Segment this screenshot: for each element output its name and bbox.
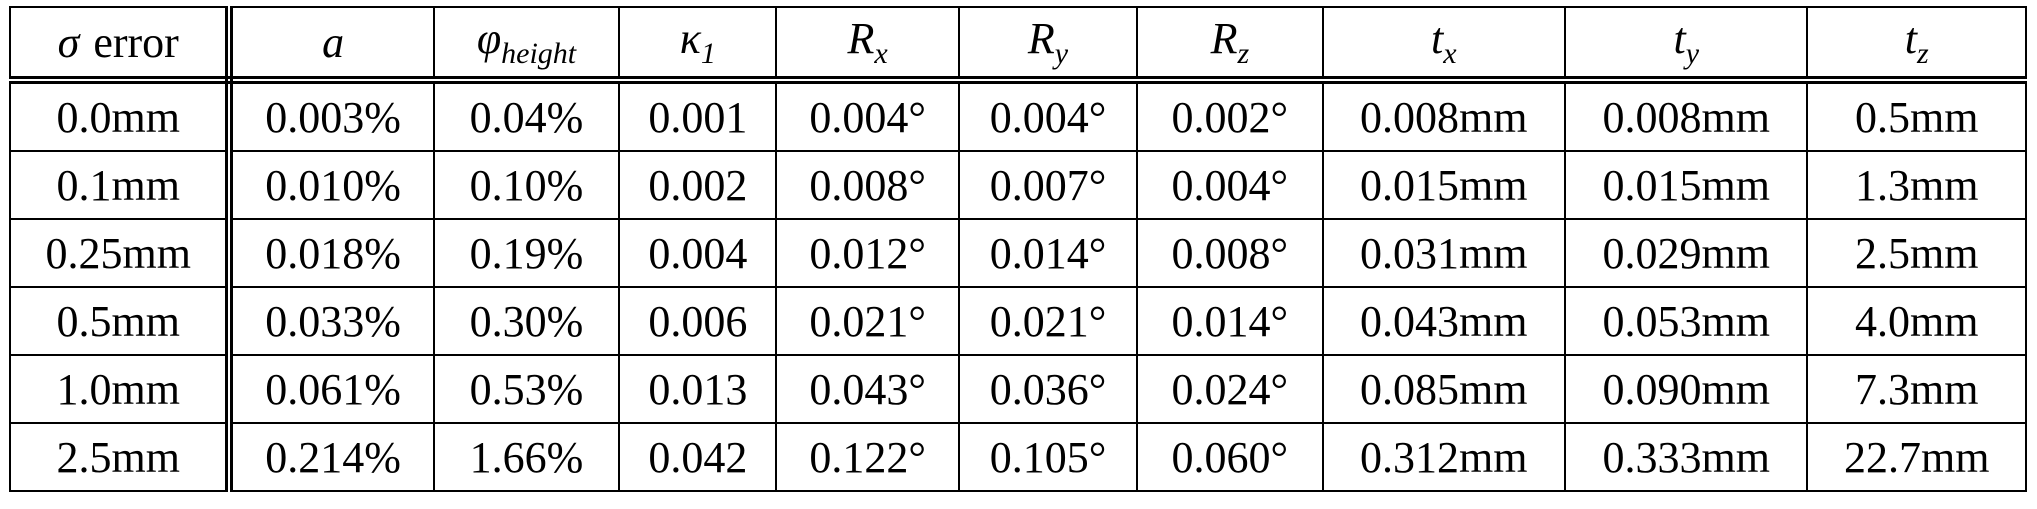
table-cell: 0.312mm (1321, 422, 1567, 492)
table-cell: 0.043mm (1321, 286, 1567, 356)
header-cell: a (228, 6, 435, 84)
table-cell: 22.7mm (1806, 422, 2027, 492)
table-cell: 0.014° (1136, 286, 1324, 356)
table-cell: 2.5mm (8, 422, 234, 492)
table-cell: 0.30% (432, 286, 621, 356)
table-cell: 0.10% (432, 150, 621, 220)
header-cell: Rz (1136, 6, 1324, 84)
header-subscript: z (1237, 37, 1250, 70)
header-subscript: y (1685, 37, 1700, 70)
table-cell: 0.014° (957, 218, 1139, 288)
results-table: σ error a φheight κ1 Rx Ry Rz tx ty tz 0.0mm 0.003%… (8, 6, 2027, 492)
table-cell: 0.004° (957, 79, 1139, 152)
table-cell: 0.007° (957, 150, 1139, 220)
table-row: 1.0mm 0.061% 0.53% 0.013 0.043° 0.036° 0.024° 0… (8, 354, 2027, 424)
table-cell: 1.0mm (8, 354, 234, 424)
table-cell: 0.085mm (1321, 354, 1567, 424)
header-symbol: κ (679, 14, 701, 63)
header-symbol: σ (57, 17, 80, 67)
header-subscript: z (1917, 37, 1929, 70)
header-cell: φheight (432, 6, 621, 84)
table-cell: 0.018% (228, 218, 435, 288)
table-cell: 0.021° (775, 286, 960, 356)
table-cell: 0.013 (618, 354, 778, 424)
table-cell: 0.002 (618, 150, 778, 220)
table-cell: 0.122° (775, 422, 960, 492)
header-symbol: R (1027, 14, 1055, 63)
table-cell: 0.015mm (1563, 150, 1809, 220)
table-cell: 0.105° (957, 422, 1139, 492)
header-symbol: R (847, 14, 875, 63)
header-subscript: 1 (700, 37, 716, 70)
table-cell: 0.033% (228, 286, 435, 356)
table-cell: 0.008° (775, 150, 960, 220)
header-subscript: x (874, 37, 888, 70)
table-cell: 4.0mm (1806, 286, 2027, 356)
table-cell: 0.04% (432, 79, 621, 152)
table-row: 0.1mm 0.010% 0.10% 0.002 0.008° 0.007° 0.004° 0… (8, 150, 2027, 220)
table-cell: 0.001 (618, 79, 778, 152)
header-symbol: φ (476, 14, 502, 63)
table-cell: 0.008mm (1563, 79, 1809, 152)
table-cell: 0.53% (432, 354, 621, 424)
header-row: σ error a φheight κ1 Rx Ry Rz tx ty tz (8, 6, 2027, 84)
table-cell: 0.090mm (1563, 354, 1809, 424)
table-row: 2.5mm 0.214% 1.66% 0.042 0.122° 0.105° 0.060° 0… (8, 422, 2027, 492)
table-cell: 0.060° (1136, 422, 1324, 492)
table-cell: 0.25mm (8, 218, 234, 288)
table-cell: 1.66% (432, 422, 621, 492)
header-symbol: R (1210, 14, 1238, 63)
table-cell: 0.0mm (8, 79, 234, 152)
table-cell: 0.010% (228, 150, 435, 220)
header-symbol: a (322, 17, 345, 67)
table-cell: 0.036° (957, 354, 1139, 424)
header-symbol: t (1673, 14, 1686, 63)
table-cell: 1.3mm (1806, 150, 2027, 220)
table-cell: 0.031mm (1321, 218, 1567, 288)
table-cell: 0.002° (1136, 79, 1324, 152)
table-cell: 0.024° (1136, 354, 1324, 424)
table-row: 0.0mm 0.003% 0.04% 0.001 0.004° 0.004° 0.002° 0… (8, 79, 2027, 152)
table-cell: 0.029mm (1563, 218, 1809, 288)
table-cell: 0.003% (228, 79, 435, 152)
table-body: 0.0mm 0.003% 0.04% 0.001 0.004° 0.004° 0.002° 0… (8, 79, 2027, 492)
header-symbol: t (1904, 14, 1917, 63)
table-cell: 0.5mm (1806, 79, 2027, 152)
header-cell: σ error (8, 6, 234, 84)
table-cell: 0.214% (228, 422, 435, 492)
header-cell: Ry (957, 6, 1139, 84)
table-cell: 0.004° (775, 79, 960, 152)
header-subscript: x (1443, 37, 1457, 70)
header-cell: ty (1563, 6, 1809, 84)
header-cell: κ1 (618, 6, 778, 84)
header-symbol: t (1430, 14, 1444, 63)
header-subscript: y (1054, 37, 1069, 70)
table-cell: 0.061% (228, 354, 435, 424)
table-cell: 0.004° (1136, 150, 1324, 220)
table-cell: 0.1mm (8, 150, 234, 220)
table-cell: 2.5mm (1806, 218, 2027, 288)
table-cell: 0.008° (1136, 218, 1324, 288)
table-cell: 0.006 (618, 286, 778, 356)
table-cell: 0.5mm (8, 286, 234, 356)
table-cell: 0.008mm (1321, 79, 1567, 152)
header-cell: tz (1806, 6, 2027, 84)
table-cell: 0.015mm (1321, 150, 1567, 220)
header-cell: Rx (775, 6, 960, 84)
table-cell: 0.333mm (1563, 422, 1809, 492)
table-cell: 7.3mm (1806, 354, 2027, 424)
table-cell: 0.043° (775, 354, 960, 424)
table-cell: 0.004 (618, 218, 778, 288)
table-cell: 0.021° (957, 286, 1139, 356)
header-suffix: error (93, 17, 179, 67)
table-container: σ error a φheight κ1 Rx Ry Rz tx ty tz 0.0mm 0.003%… (8, 6, 2027, 492)
table-cell: 0.042 (618, 422, 778, 492)
table-row: 0.5mm 0.033% 0.30% 0.006 0.021° 0.021° 0.014° 0… (8, 286, 2027, 356)
header-cell: tx (1321, 6, 1567, 84)
table-cell: 0.19% (432, 218, 621, 288)
table-cell: 0.012° (775, 218, 960, 288)
table-row: 0.25mm 0.018% 0.19% 0.004 0.012° 0.014° 0.008°… (8, 218, 2027, 288)
table-cell: 0.053mm (1563, 286, 1809, 356)
header-subscript: height (501, 37, 577, 70)
